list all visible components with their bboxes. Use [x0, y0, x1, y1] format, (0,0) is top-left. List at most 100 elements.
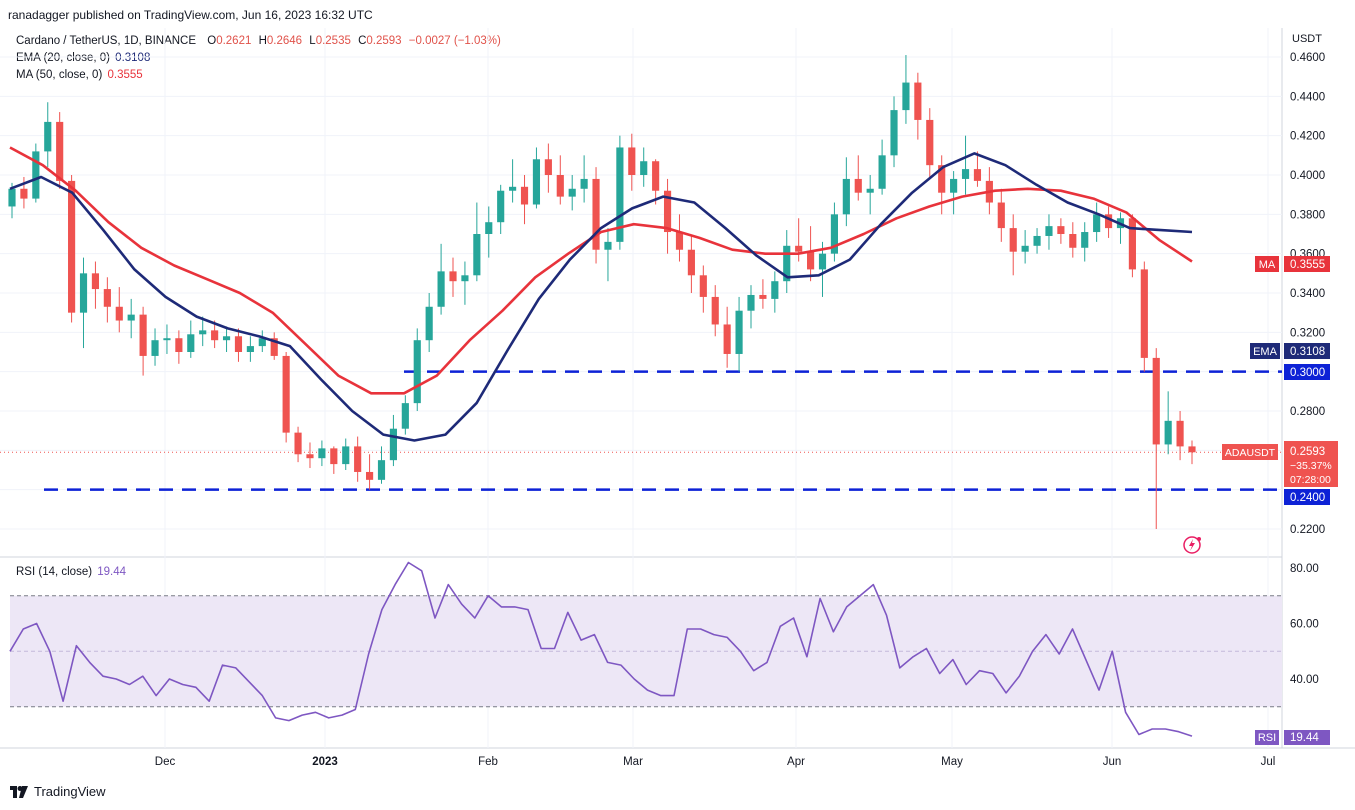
- candle-body: [592, 178, 600, 250]
- last-price-tag: ADAUSDT 0.2593 −35.37% 07:28:00: [1222, 441, 1338, 487]
- publisher-line: ranadagger published on TradingView.com,…: [8, 8, 373, 22]
- ohlc-close: 0.2593: [366, 35, 402, 47]
- ohlc-change: −0.0027 (−1.03%): [408, 35, 501, 47]
- candle-body: [1152, 357, 1160, 445]
- price-tick-label: 0.4400: [1290, 91, 1325, 103]
- candle-body: [711, 296, 719, 325]
- candle-body: [1069, 234, 1077, 248]
- ema-legend: EMA (20, close, 0) 0.3108: [16, 52, 150, 64]
- candle-body: [783, 245, 791, 282]
- candle-body: [628, 147, 636, 175]
- rsi-tick-label: 60.00: [1290, 619, 1319, 631]
- lightning-icon[interactable]: [1183, 536, 1201, 554]
- candle-body: [32, 151, 40, 199]
- rsi-value-tag: RSI 19.44: [1255, 730, 1330, 745]
- time-tick-label: Mar: [623, 756, 643, 768]
- candle-body: [914, 82, 922, 120]
- rsi-tag-value: 19.44: [1290, 732, 1319, 744]
- candle-body: [139, 314, 147, 356]
- candle-body: [68, 180, 76, 313]
- time-tick-label: Apr: [787, 756, 805, 768]
- candle-body: [127, 314, 135, 321]
- ohlc-high-label: H: [258, 35, 267, 47]
- level-240-tag: 0.2400: [1284, 489, 1330, 505]
- price-tick-label: 0.3800: [1290, 209, 1325, 221]
- candle-body: [1164, 420, 1172, 445]
- candle-body: [175, 338, 183, 352]
- time-tick-label: Jun: [1103, 756, 1122, 768]
- candle-body: [222, 336, 231, 341]
- candle-body: [616, 147, 624, 242]
- candle-body: [449, 271, 457, 282]
- tradingview-logo[interactable]: TradingView: [10, 784, 106, 799]
- candle-body: [258, 338, 266, 347]
- candle-body: [795, 245, 803, 252]
- ohlc-high: 0.2646: [266, 35, 303, 47]
- candle-body: [437, 271, 445, 307]
- candle-body: [509, 186, 517, 191]
- time-tick-label: Dec: [155, 756, 176, 768]
- candle-body: [79, 273, 88, 313]
- candle-body: [568, 188, 576, 197]
- candle-body: [866, 188, 874, 193]
- candle-body: [1128, 218, 1136, 270]
- tradingview-logo-icon: [10, 785, 28, 798]
- candle-body: [830, 214, 838, 254]
- rsi-tick-label: 40.00: [1290, 674, 1319, 686]
- price-tick-label: 0.3400: [1290, 288, 1325, 300]
- candle-body: [1033, 235, 1041, 246]
- candle-body: [1081, 232, 1089, 248]
- candle-body: [604, 241, 612, 250]
- candle-body: [640, 161, 648, 175]
- candle-body: [497, 190, 505, 223]
- candle-body: [675, 232, 684, 250]
- candle-body: [91, 273, 100, 290]
- ohlc-low-label: L: [309, 35, 316, 47]
- candle-body: [366, 471, 374, 480]
- ma-tag-label: MA: [1259, 259, 1276, 271]
- level-240-value: 0.2400: [1290, 492, 1325, 504]
- rsi-band-area: [10, 595, 1282, 708]
- candle-body: [103, 289, 111, 307]
- time-tick-label: 2023: [312, 756, 338, 768]
- currency-label: USDT: [1292, 33, 1322, 45]
- ohlc-low: 0.2535: [315, 35, 351, 47]
- candle-body: [1045, 226, 1053, 236]
- candle-body: [473, 234, 481, 276]
- candle-body: [318, 448, 326, 459]
- logo-text: TradingView: [34, 784, 106, 799]
- time-axis-ticks: Dec 2023 Feb Mar Apr May Jun Jul: [155, 756, 1276, 768]
- price-tick-label: 0.4000: [1290, 170, 1325, 182]
- candle-body: [818, 253, 827, 270]
- candle-body: [747, 294, 755, 311]
- ema-legend-label: EMA (20, close, 0): [16, 52, 110, 64]
- candle-body: [842, 178, 850, 215]
- candle-body: [151, 340, 159, 356]
- candle-body: [938, 165, 946, 193]
- candle-body: [1021, 245, 1029, 252]
- ema-price-tag: EMA 0.3108: [1250, 343, 1330, 359]
- time-tick-label: May: [941, 756, 963, 768]
- moving-average-lines: [9, 146, 1193, 442]
- ma-legend: MA (50, close, 0) 0.3555: [16, 69, 143, 81]
- candle-body: [687, 249, 695, 276]
- ema20-line: [9, 152, 1193, 442]
- candle-body: [354, 446, 362, 472]
- ma-legend-label: MA (50, close, 0): [16, 69, 103, 81]
- rsi-legend-label: RSI (14, close): [16, 566, 93, 578]
- candle-body: [663, 190, 672, 233]
- symbol-tag: ADAUSDT: [1225, 447, 1276, 459]
- price-tick-label: 0.4200: [1290, 131, 1325, 143]
- candle-body: [926, 119, 934, 166]
- time-tick-label: Feb: [478, 756, 498, 768]
- candle-body: [389, 428, 397, 461]
- rsi-legend-value: 19.44: [97, 566, 127, 578]
- candle-body: [1104, 214, 1113, 229]
- candle-body: [330, 448, 338, 465]
- ohlc-open: 0.2621: [216, 35, 252, 47]
- candle-body: [461, 275, 469, 282]
- rsi-tag-label: RSI: [1258, 732, 1276, 744]
- candle-body: [1093, 214, 1101, 233]
- candle-body: [961, 169, 970, 179]
